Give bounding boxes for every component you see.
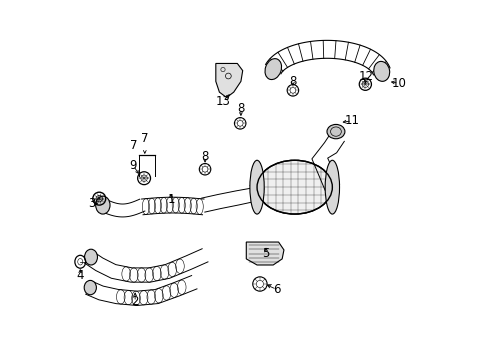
Text: 9: 9 — [129, 159, 137, 172]
Text: 3: 3 — [88, 197, 96, 210]
Text: 12: 12 — [358, 69, 373, 82]
Text: 13: 13 — [215, 95, 230, 108]
Polygon shape — [84, 249, 207, 282]
Ellipse shape — [373, 62, 389, 81]
Polygon shape — [265, 40, 389, 75]
Polygon shape — [100, 199, 144, 217]
Text: 7: 7 — [141, 132, 148, 145]
Text: 7: 7 — [129, 139, 137, 152]
Text: 2: 2 — [131, 296, 139, 309]
Text: 8: 8 — [288, 75, 296, 88]
Polygon shape — [246, 242, 284, 265]
Polygon shape — [201, 185, 264, 212]
Polygon shape — [311, 132, 344, 190]
Polygon shape — [142, 197, 203, 215]
Text: 8: 8 — [237, 102, 244, 115]
Text: 11: 11 — [344, 114, 359, 127]
Text: 6: 6 — [272, 283, 280, 296]
Text: 8: 8 — [201, 150, 208, 163]
Text: 1: 1 — [167, 193, 174, 206]
Text: 4: 4 — [76, 269, 84, 282]
Polygon shape — [85, 275, 197, 306]
Text: 5: 5 — [262, 247, 269, 260]
Ellipse shape — [84, 249, 97, 265]
Ellipse shape — [96, 196, 110, 214]
Polygon shape — [215, 63, 242, 98]
Ellipse shape — [249, 160, 264, 214]
Ellipse shape — [257, 160, 332, 214]
Text: 10: 10 — [390, 77, 406, 90]
Ellipse shape — [264, 59, 281, 80]
Ellipse shape — [84, 280, 96, 295]
Ellipse shape — [325, 160, 339, 214]
Ellipse shape — [326, 125, 344, 139]
